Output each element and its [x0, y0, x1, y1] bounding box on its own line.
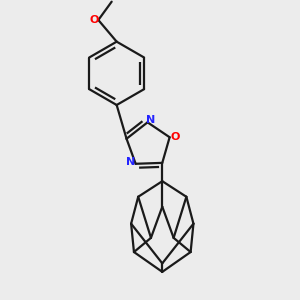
- Text: N: N: [146, 115, 155, 125]
- Text: O: O: [170, 132, 180, 142]
- Text: O: O: [90, 15, 99, 25]
- Text: N: N: [126, 157, 136, 167]
